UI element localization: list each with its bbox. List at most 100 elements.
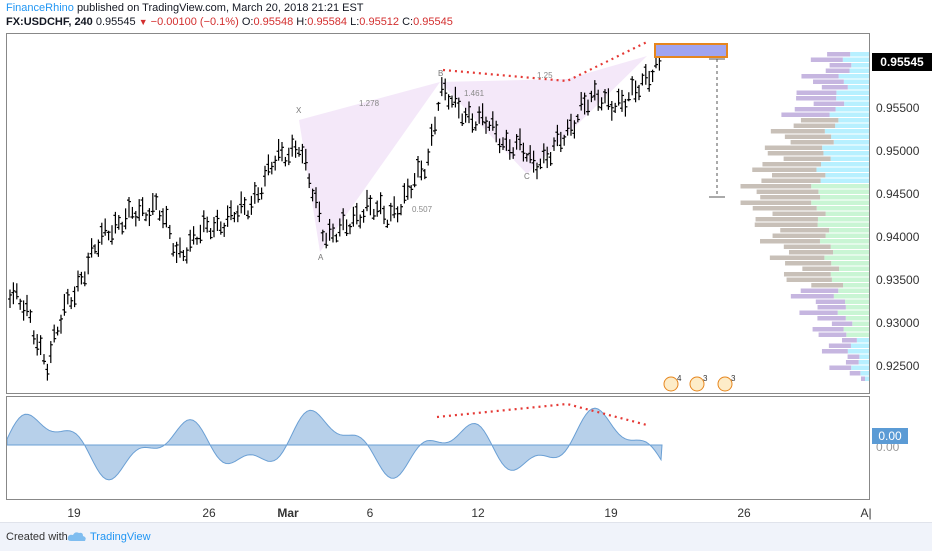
ohlc-bar	[409, 185, 414, 199]
volume-profile-row	[780, 228, 830, 233]
ohlc-bar	[198, 224, 203, 244]
ohlc-bar	[480, 103, 485, 126]
ohlc-bar	[113, 211, 118, 234]
ohlc-bar	[470, 113, 475, 133]
ohlc-bar	[310, 188, 315, 202]
volume-profile-row	[838, 288, 869, 293]
ohlc-bar	[154, 193, 159, 210]
ohlc-bar	[161, 208, 165, 229]
ohlc-bar	[630, 76, 635, 96]
ohlc-bar	[504, 129, 509, 151]
ohlc-bar	[297, 147, 301, 157]
ohlc-bar	[484, 116, 488, 134]
volume-profile-row	[843, 79, 869, 84]
ohlc-bar	[354, 202, 359, 225]
volume-profile-row	[831, 277, 869, 282]
ohlc-bar	[235, 205, 240, 223]
ohlc-bar	[52, 324, 57, 343]
pattern-label-a: A	[318, 253, 324, 262]
volume-profile-row	[799, 310, 838, 315]
ohlc-bar	[620, 89, 624, 112]
target-zone-box[interactable]	[654, 43, 728, 58]
ratio-xa: 0.507	[412, 205, 433, 214]
volume-profile-row	[760, 195, 821, 200]
ohlc-bar	[382, 205, 386, 225]
ratio-bd: 1.25	[537, 71, 553, 80]
tradingview-link[interactable]: TradingView	[90, 531, 151, 543]
price-chart-canvas[interactable]: X A B C 1.278 1.461 1.25 0.507 4 3 3	[7, 34, 870, 394]
price-axis[interactable]: 0.95500 0.95000 0.94500 0.94000 0.93500 …	[870, 33, 932, 394]
price-tick: 0.95000	[876, 144, 920, 158]
oscillator-axis[interactable]: 0.00 0.00	[870, 396, 932, 500]
ohlc-bar	[371, 208, 376, 220]
ohlc-bar	[69, 297, 74, 310]
time-axis[interactable]: 19 26 Mar 6 12 19 26 A|	[6, 502, 930, 522]
ohlc-bar	[8, 289, 12, 308]
ohlc-bar	[405, 178, 410, 200]
event-badge-3[interactable]: 3	[717, 374, 736, 392]
ohlc-bar	[89, 238, 94, 258]
volume-profile-row	[796, 96, 837, 101]
ohlc-bar	[79, 271, 84, 285]
ohlc-bar	[460, 113, 465, 126]
oscillator-pane[interactable]	[6, 396, 870, 500]
author-link[interactable]: FinanceRhino	[6, 2, 74, 14]
ohlc-bar	[314, 187, 318, 209]
volume-profile-row	[833, 294, 869, 299]
volume-profile-row	[859, 354, 869, 359]
event-badge-1[interactable]: 4	[663, 374, 682, 392]
pattern-xab-triangle	[299, 82, 440, 252]
volume-profile-row	[830, 272, 869, 277]
ohlc-bar	[252, 182, 257, 204]
volume-profile-row	[781, 112, 830, 117]
ohlc-bar	[422, 168, 427, 180]
ohlc-bar	[65, 288, 70, 305]
ohlc-bar	[541, 143, 546, 164]
event-badge-2[interactable]: 3	[689, 374, 708, 392]
volume-profile-row	[817, 222, 869, 227]
event-badges[interactable]: 4 3 3	[663, 374, 736, 392]
volume-profile-row	[829, 365, 852, 370]
ohlc-bar	[201, 210, 206, 233]
ohlc-bar	[524, 153, 529, 162]
volume-profile-row	[847, 85, 869, 90]
ohlc-bar	[565, 119, 570, 136]
volume-profile-row	[783, 244, 831, 249]
symbol-label[interactable]: FX:USDCHF, 240	[6, 16, 93, 28]
ohlc-bar	[473, 121, 478, 131]
low-label: L:	[350, 16, 360, 28]
ohlc-bar	[133, 210, 138, 227]
ohlc-bar	[215, 209, 220, 231]
ohlc-bar	[637, 84, 641, 101]
ohlc-bar	[606, 88, 611, 110]
volume-profile-row	[821, 162, 869, 167]
volume-profile-row	[839, 266, 869, 271]
ohlc-bar	[181, 250, 186, 262]
ohlc-bar	[609, 101, 614, 121]
ohlc-bar	[38, 335, 43, 356]
volume-profile-row	[845, 316, 869, 321]
volume-profile-row	[858, 360, 869, 365]
ohlc-bar	[14, 283, 19, 300]
ohlc-bar	[337, 218, 342, 237]
ohlc-bar	[450, 95, 454, 108]
oscillator-divergence-line	[436, 402, 648, 427]
ohlc-bar	[269, 161, 274, 175]
ohlc-bar	[232, 211, 237, 223]
volume-profile-row	[829, 63, 852, 68]
volume-profile-row	[816, 206, 869, 211]
volume-profile-row	[812, 327, 844, 332]
ohlc-bar	[317, 201, 322, 223]
ohlc-bar	[35, 334, 40, 356]
ohlc-bar	[436, 101, 441, 111]
oscillator-canvas[interactable]	[7, 397, 870, 500]
ohlc-bar	[174, 241, 179, 264]
volume-profile-row	[861, 376, 865, 381]
volume-profile-row	[852, 321, 869, 326]
ohlc-bar	[205, 216, 210, 233]
oscillator-area	[7, 407, 663, 481]
time-label: 19	[604, 506, 618, 520]
ohlc-bar	[416, 156, 420, 178]
volume-profile-row	[783, 156, 831, 161]
price-chart-pane[interactable]: X A B C 1.278 1.461 1.25 0.507 4 3 3	[6, 33, 870, 394]
